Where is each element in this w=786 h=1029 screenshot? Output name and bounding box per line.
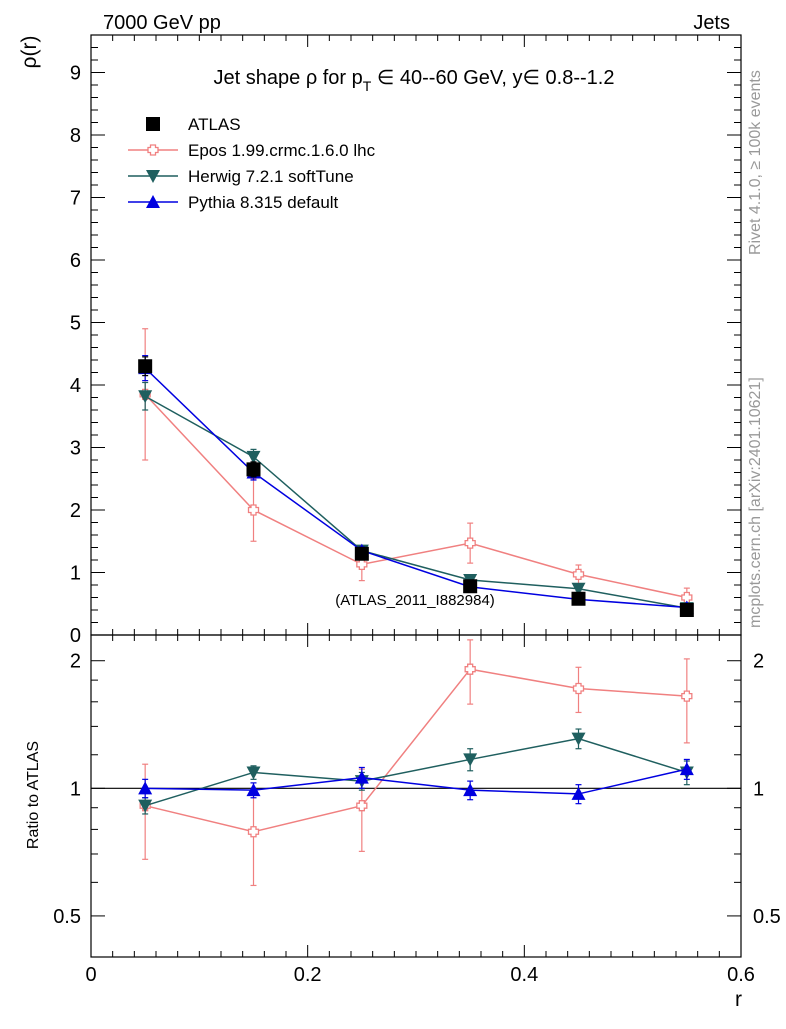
main-series-line bbox=[144, 367, 687, 609]
legend-label-epos: Epos 1.99.crmc.1.6.0 lhc bbox=[188, 141, 376, 160]
chart-title-rest: ∈ 40--60 GeV, y∈ 0.8--1.2 bbox=[371, 67, 614, 89]
ratio-y-tick-label: 1 bbox=[70, 778, 81, 800]
side-label-mcplots: mcplots.cern.ch [arXiv:2401.10621] bbox=[747, 377, 764, 628]
legend-item-herwig: Herwig 7.2.1 softTune bbox=[128, 167, 354, 186]
legend: ATLAS Epos 1.99.crmc.1.6.0 lhc Herwig 7.2.… bbox=[128, 115, 376, 212]
ratio-plot-area: 0.5 0.5 1 1 2 2 0 0.2 0.4 0.6 bbox=[53, 634, 781, 986]
ratio-series-line bbox=[144, 668, 687, 833]
chart-title-main: Jet shape ρ for p bbox=[214, 67, 363, 89]
legend-marker-epos bbox=[147, 144, 159, 156]
main-point-epos bbox=[356, 558, 368, 571]
main-series-line bbox=[144, 395, 687, 609]
ratio-y-axis-label: Ratio to ATLAS bbox=[25, 741, 42, 849]
main-y-tick-label: 1 bbox=[70, 563, 81, 585]
legend-marker-atlas bbox=[146, 117, 160, 131]
ratio-y-tick-label: 0.5 bbox=[53, 906, 81, 928]
main-series-line bbox=[144, 393, 687, 599]
main-y-tick-label: 8 bbox=[70, 125, 81, 147]
chart-title-subscript: T bbox=[363, 78, 372, 94]
ratio-point-epos bbox=[464, 663, 476, 675]
ratio-point-herwig bbox=[571, 732, 586, 746]
ratio-point-herwig bbox=[138, 799, 153, 813]
main-y-tick-label: 6 bbox=[70, 250, 81, 272]
main-y-tick-label: 7 bbox=[70, 188, 81, 210]
ratio-y-tick-label-right: 0.5 bbox=[753, 906, 781, 928]
main-y-axis-label: ρ(r) bbox=[18, 36, 41, 69]
main-y-tick-label: 5 bbox=[70, 313, 81, 335]
main-point-atlas bbox=[354, 546, 369, 561]
ratio-series-pythia bbox=[138, 758, 694, 805]
ratio-y-tick-label: 2 bbox=[70, 651, 81, 673]
header-left: 7000 GeV pp bbox=[103, 12, 221, 34]
main-point-epos bbox=[464, 537, 476, 549]
ratio-x-tick-label: 0.6 bbox=[727, 964, 755, 986]
ratio-point-pythia bbox=[138, 781, 153, 795]
x-axis-label: r bbox=[735, 988, 742, 1011]
ratio-series-line bbox=[144, 737, 688, 807]
ratio-point-pythia bbox=[246, 783, 261, 797]
ratio-point-herwig bbox=[463, 753, 478, 767]
legend-item-atlas: ATLAS bbox=[146, 115, 241, 134]
legend-label-herwig: Herwig 7.2.1 softTune bbox=[188, 167, 354, 186]
ratio-series-line bbox=[145, 768, 688, 795]
main-point-atlas bbox=[571, 591, 586, 606]
main-series-atlas bbox=[138, 356, 694, 617]
main-point-herwig bbox=[138, 390, 153, 404]
legend-marker-herwig bbox=[146, 170, 160, 183]
main-series-epos bbox=[139, 328, 693, 608]
ratio-point-epos bbox=[572, 682, 585, 695]
main-point-atlas bbox=[463, 579, 478, 594]
ratio-point-pythia bbox=[463, 783, 478, 797]
chart-title: Jet shape ρ for pT ∈ 40--60 GeV, y∈ 0.8-… bbox=[214, 67, 615, 94]
main-y-tick-label: 2 bbox=[70, 500, 81, 522]
legend-marker-pythia bbox=[146, 195, 160, 208]
legend-label-atlas: ATLAS bbox=[188, 115, 241, 134]
legend-item-epos: Epos 1.99.crmc.1.6.0 lhc bbox=[128, 141, 376, 160]
ratio-x-tick-label: 0.2 bbox=[294, 964, 322, 986]
ratio-point-pythia bbox=[679, 762, 694, 776]
main-point-atlas bbox=[138, 359, 153, 374]
side-label-rivet: Rivet 4.1.0, ≥ 100k events bbox=[747, 70, 764, 255]
main-point-atlas bbox=[679, 603, 694, 617]
ratio-y-tick-label-right: 2 bbox=[753, 651, 764, 673]
main-y-tick-label: 3 bbox=[70, 438, 81, 460]
header-right: Jets bbox=[693, 12, 730, 34]
main-point-herwig bbox=[246, 450, 261, 464]
main-point-epos bbox=[572, 568, 585, 581]
main-y-tick-label: 4 bbox=[70, 375, 81, 397]
ratio-point-pythia bbox=[571, 786, 586, 800]
ratio-point-epos bbox=[247, 826, 260, 838]
main-y-tick-label: 9 bbox=[70, 63, 81, 85]
main-point-epos bbox=[247, 504, 260, 516]
legend-item-pythia: Pythia 8.315 default bbox=[128, 193, 339, 212]
ratio-point-epos bbox=[681, 690, 693, 702]
ratio-point-epos bbox=[356, 800, 368, 812]
ratio-point-herwig bbox=[246, 766, 261, 780]
main-y-tick-label: 0 bbox=[70, 625, 81, 647]
ratio-x-tick-label: 0 bbox=[85, 964, 96, 986]
ratio-y-tick-label-right: 1 bbox=[753, 778, 764, 800]
legend-label-pythia: Pythia 8.315 default bbox=[188, 193, 339, 212]
analysis-watermark: (ATLAS_2011_I882984) bbox=[335, 592, 495, 609]
main-plot-area: 0 1 2 3 4 5 6 7 8 9 bbox=[70, 34, 742, 647]
main-point-herwig bbox=[571, 582, 586, 596]
main-point-atlas bbox=[246, 462, 261, 477]
ratio-x-tick-label: 0.4 bbox=[510, 964, 538, 986]
ratio-point-pythia bbox=[354, 770, 369, 784]
